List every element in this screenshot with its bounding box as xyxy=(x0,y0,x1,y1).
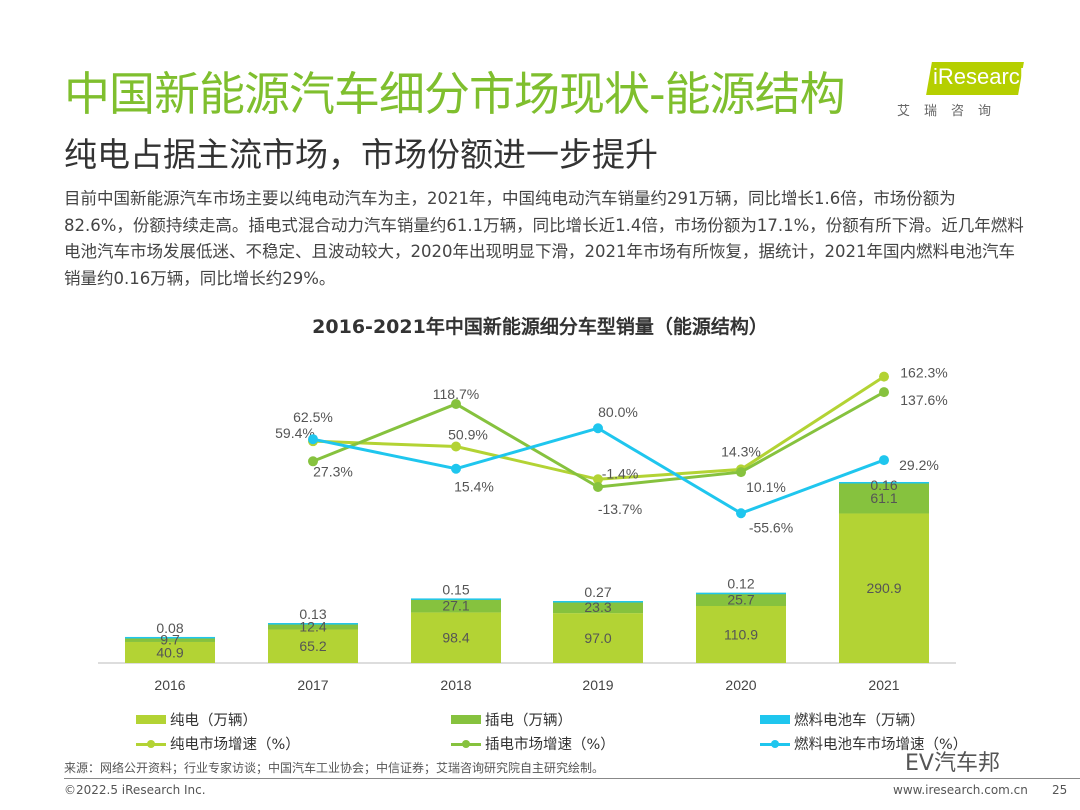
line-point xyxy=(451,463,461,474)
watermark: EV汽车邦 xyxy=(905,751,1000,776)
data-label: 0.15 xyxy=(442,581,469,597)
bar-segment xyxy=(839,481,929,484)
line-point xyxy=(593,481,603,492)
line-point xyxy=(879,387,889,398)
bar-segment xyxy=(411,598,501,600)
line-point xyxy=(451,398,461,409)
line-point xyxy=(736,508,746,519)
line-point xyxy=(879,371,889,382)
line-data-label: 15.4% xyxy=(454,479,494,495)
bar-segment xyxy=(411,598,501,613)
bar-segment xyxy=(696,592,786,595)
line-point xyxy=(879,455,889,466)
line-data-label: 62.5% xyxy=(293,409,333,425)
copyright: ©2022.5 iResearch Inc. xyxy=(64,783,206,797)
data-label: 0.13 xyxy=(299,606,326,622)
line-data-label: -1.4% xyxy=(602,465,639,481)
source-note: 来源：网络公开资料；行业专家访谈；中国汽车工业协会；中信证券；艾瑞咨询研究院自主… xyxy=(64,761,605,775)
bar-segment xyxy=(553,613,643,663)
line-point xyxy=(593,423,603,434)
data-label: 0.16 xyxy=(870,477,897,493)
data-label: 9.7 xyxy=(160,631,180,647)
bar-segment xyxy=(553,601,643,614)
divider xyxy=(64,778,1080,779)
bar-segment xyxy=(125,641,215,663)
line-data-label: -13.7% xyxy=(598,501,642,517)
x-tick-label: 2016 xyxy=(154,677,185,693)
line-data-label: 29.2% xyxy=(899,457,939,473)
line-point xyxy=(308,456,318,467)
data-label: 98.4 xyxy=(442,630,469,646)
line-data-label: 14.3% xyxy=(721,443,761,459)
data-label: 0.12 xyxy=(727,576,754,592)
data-label: 97.0 xyxy=(584,630,611,646)
bar-segment xyxy=(125,636,215,642)
data-label: 290.9 xyxy=(866,580,901,596)
x-tick-label: 2021 xyxy=(868,677,899,693)
line-data-label: -55.6% xyxy=(749,519,793,535)
data-label: 27.1 xyxy=(442,597,469,613)
line-point xyxy=(736,467,746,478)
bar-segment xyxy=(696,605,786,663)
body-text: 目前中国新能源汽车市场主要以纯电动汽车为主，2021年，中国纯电动汽车销量约29… xyxy=(64,189,1024,288)
line-data-label: 80.0% xyxy=(598,404,638,420)
page-subtitle: 纯电占据主流市场，市场份额进一步提升 xyxy=(64,135,658,174)
data-label: 25.7 xyxy=(727,591,754,607)
line-data-label: 10.1% xyxy=(746,479,786,495)
legend-item: 燃料电池车（万辆） xyxy=(760,709,925,730)
bar-segment xyxy=(268,623,358,630)
legend-item: 插电市场增速（%） xyxy=(451,733,615,754)
bar-segment xyxy=(839,513,929,663)
bar-segment xyxy=(268,629,358,663)
legend-item: 燃料电池车市场增速（%） xyxy=(760,733,967,754)
line-data-label: 118.7% xyxy=(433,386,479,402)
line-data-label: 50.9% xyxy=(448,426,488,442)
line-point xyxy=(308,434,318,445)
chart-title: 2016-2021年中国新能源细分车型销量（能源结构） xyxy=(312,316,768,338)
line-data-label: 59.4% xyxy=(275,425,315,441)
bar-segment xyxy=(696,592,786,606)
data-label: 0.08 xyxy=(156,620,183,636)
data-label: 40.9 xyxy=(156,644,183,660)
data-label: 110.9 xyxy=(724,626,758,642)
legend-item: 纯电市场增速（%） xyxy=(136,733,300,754)
x-tick-label: 2018 xyxy=(440,677,471,693)
bar-segment xyxy=(553,601,643,603)
line-point xyxy=(451,441,461,452)
line-data-label: 162.3% xyxy=(900,365,947,381)
line-point xyxy=(593,474,603,485)
data-label: 61.1 xyxy=(870,490,897,506)
legend-item: 纯电（万辆） xyxy=(136,709,257,730)
bar-segment xyxy=(268,623,358,625)
bar-segment xyxy=(125,636,215,639)
line-data-label: 137.6% xyxy=(900,392,947,408)
page-title: 中国新能源汽车细分市场现状-能源结构 xyxy=(64,67,846,121)
legend-item: 插电（万辆） xyxy=(451,709,572,730)
bar-segment xyxy=(411,612,501,663)
website-link[interactable]: www.iresearch.com.cn xyxy=(893,783,1028,797)
data-label: 23.3 xyxy=(584,599,611,615)
page-number: 25 xyxy=(1052,783,1068,797)
x-tick-label: 2019 xyxy=(582,677,613,693)
bar-segment xyxy=(839,482,929,514)
iresearch-logo: iResearch 艾瑞咨询 xyxy=(897,62,1033,119)
data-label: 0.27 xyxy=(584,584,611,600)
line-data-label: 27.3% xyxy=(313,463,353,479)
x-tick-label: 2020 xyxy=(725,677,756,693)
data-label: 65.2 xyxy=(299,638,326,654)
data-label: 12.4 xyxy=(299,618,326,634)
x-tick-label: 2017 xyxy=(297,677,328,693)
